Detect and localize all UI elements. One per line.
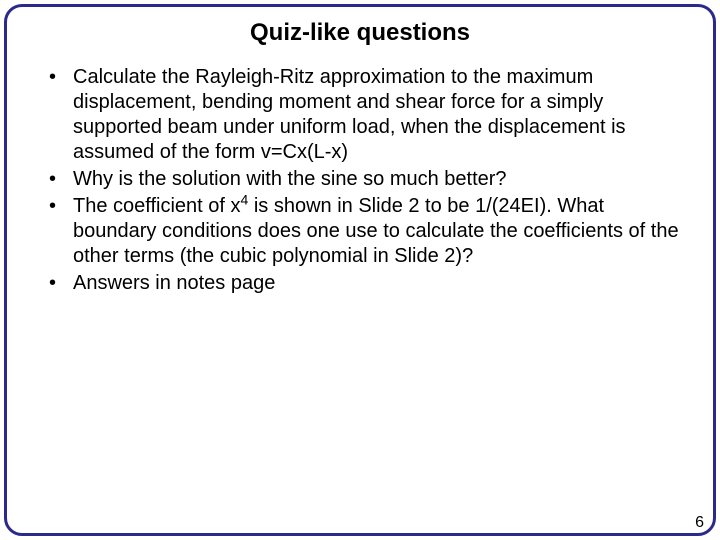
slide-title: Quiz-like questions <box>35 19 685 47</box>
bullet-list: Calculate the Rayleigh-Ritz approximatio… <box>35 65 685 296</box>
list-item: The coefficient of x4 is shown in Slide … <box>49 194 685 269</box>
page-number: 6 <box>695 514 704 532</box>
bullet-text: Why is the solution with the sine so muc… <box>73 168 507 190</box>
bullet-text-pre: The coefficient of x <box>73 195 241 217</box>
bullet-text: Answers in notes page <box>73 272 275 294</box>
list-item: Answers in notes page <box>49 271 685 296</box>
bullet-text: Calculate the Rayleigh-Ritz approximatio… <box>73 66 626 163</box>
slide-frame: Quiz-like questions Calculate the Raylei… <box>4 4 716 536</box>
list-item: Why is the solution with the sine so muc… <box>49 167 685 192</box>
list-item: Calculate the Rayleigh-Ritz approximatio… <box>49 65 685 165</box>
